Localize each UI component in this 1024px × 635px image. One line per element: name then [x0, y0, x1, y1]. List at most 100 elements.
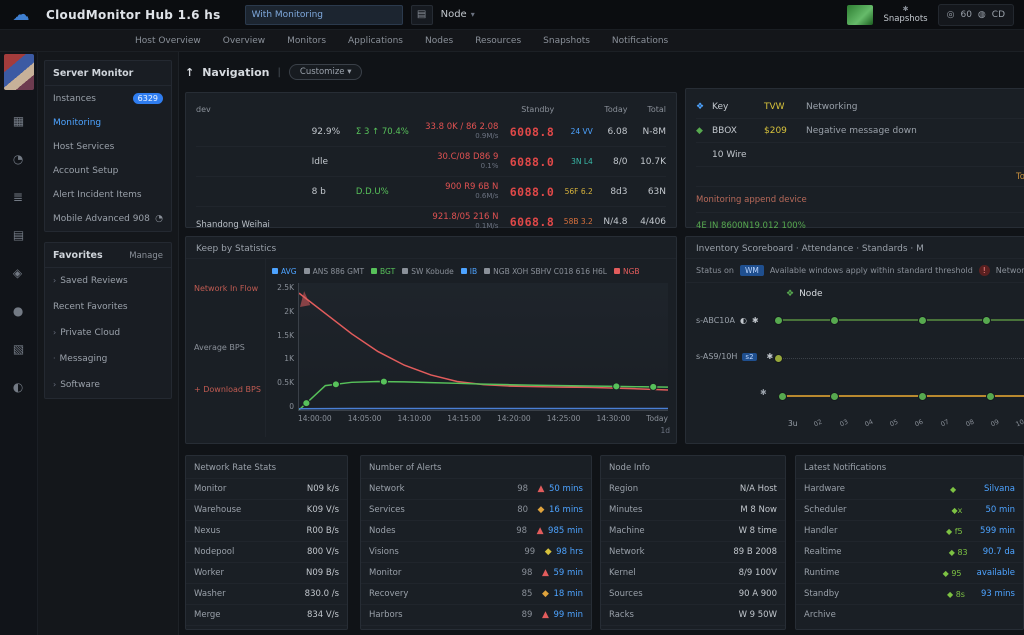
servers-icon[interactable]: ≣	[13, 190, 24, 204]
sidebar-item[interactable]: Host Services	[45, 135, 171, 159]
region-stat-row[interactable]: Monitoring append device 30 % 857 7/1 4%	[696, 187, 1024, 213]
filter-icon[interactable]: ▤	[411, 5, 433, 25]
net-rate-row[interactable]: Nexus R00 B/s	[186, 521, 347, 542]
net-rate-row[interactable]: Worker N09 B/s	[186, 563, 347, 584]
header-search-input[interactable]	[245, 5, 403, 25]
utilization-row[interactable]: Shandong Weihai 921.8/05 216 N 0.1M/s	[196, 207, 666, 237]
region-row[interactable]: ❖ Key TVW Networking 1906	[696, 95, 1024, 119]
alert-link[interactable]: 18 min	[553, 589, 583, 599]
chart-icon[interactable]: ◈	[13, 266, 24, 280]
nav-tab[interactable]: Nodes	[425, 36, 453, 46]
history-icon[interactable]: ▤	[13, 228, 24, 242]
alert-row[interactable]: Monitor 98 ▲ 59 min	[361, 563, 591, 584]
record-icon[interactable]: ◎	[947, 10, 955, 20]
legend-item[interactable]: SW Kobude	[402, 267, 454, 276]
utilization-row[interactable]: 8 b D.D.U% 900 R9 6B N 0.6M/s 6088.0 56F…	[196, 177, 666, 207]
favorite-item[interactable]: ›Saved Reviews	[45, 268, 171, 294]
apps-icon[interactable]: ▧	[13, 342, 24, 356]
alert-row[interactable]: Visions 99 ◆ 98 hrs	[361, 542, 591, 563]
notification-link[interactable]: 599 min	[980, 526, 1015, 536]
alert-link[interactable]: 985 min	[548, 526, 583, 536]
nav-tab[interactable]: Applications	[348, 36, 403, 46]
region-row[interactable]: 10 Wire +1	[696, 143, 1024, 167]
timeline-row-label[interactable]: s-ABC10A ◐ ✱	[696, 316, 759, 325]
timeline-row-label[interactable]: s-AS9/10H s2 ✱	[696, 352, 773, 361]
metric-label[interactable]: + Download BPS	[194, 385, 261, 394]
favorite-item[interactable]: ·Messaging	[45, 346, 171, 372]
line-chart[interactable]	[298, 283, 668, 411]
alert-row[interactable]: Harbors 89 ▲ 99 min	[361, 605, 591, 626]
alert-link[interactable]: 99 min	[553, 610, 583, 620]
node-info-row[interactable]: Sources 90 A 900	[601, 584, 785, 605]
region-row[interactable]: ◆ BBOX $209 Negative message down 4908	[696, 119, 1024, 143]
alert-row[interactable]: Recovery 85 ◆ 18 min	[361, 584, 591, 605]
notification-link[interactable]: 93 mins	[981, 589, 1015, 599]
legend-item[interactable]: NGB XOH SBHV C018 616 H6L	[484, 267, 607, 276]
alert-link[interactable]: 98 hrs	[556, 547, 583, 557]
notification-link[interactable]: 90.7 da	[983, 547, 1015, 557]
pulse-icon[interactable]: ◔	[13, 152, 24, 166]
net-rate-row[interactable]: Warehouse K09 V/s	[186, 500, 347, 521]
nav-tab[interactable]: Resources	[475, 36, 521, 46]
alerts-icon[interactable]: ●	[13, 304, 24, 318]
nav-tab[interactable]: Snapshots	[543, 36, 590, 46]
alert-link[interactable]: 50 mins	[549, 484, 583, 494]
notification-row[interactable]: Realtime ◆ 83 90.7 da	[796, 542, 1023, 563]
legend-item[interactable]: IB	[461, 267, 477, 276]
sidebar-item[interactable]: Instances 6329	[45, 86, 171, 111]
net-rate-row[interactable]: Nodepool 800 V/s	[186, 542, 347, 563]
node-info-row[interactable]: Machine W 8 time	[601, 521, 785, 542]
net-rate-row[interactable]: Merge 834 V/s	[186, 605, 347, 626]
node-info-row[interactable]: Network 89 B 2008	[601, 542, 785, 563]
manage-link[interactable]: Manage	[129, 251, 163, 261]
notification-row[interactable]: Hardware ◆ Silvana	[796, 479, 1023, 500]
archive-link[interactable]: Archive	[796, 605, 1023, 625]
settings-icon[interactable]: ◐	[13, 380, 24, 394]
nav-tab[interactable]: Overview	[223, 36, 265, 46]
nav-tab[interactable]: Monitors	[287, 36, 326, 46]
disc-icon[interactable]: ◍	[978, 10, 986, 20]
node-info-row[interactable]: Region N/A Host	[601, 479, 785, 500]
header-icon-group[interactable]: ◎ 60 ◍ CD	[938, 4, 1014, 26]
metric-label[interactable]: Network In Flow	[194, 284, 258, 293]
avatar[interactable]	[4, 54, 34, 90]
legend-item[interactable]: NGB	[614, 267, 640, 276]
preview-thumbnail[interactable]	[847, 5, 873, 25]
back-icon[interactable]: ↑	[185, 66, 194, 79]
node-selector[interactable]: Node	[441, 9, 467, 20]
net-rate-row[interactable]: Washer 830.0 /s	[186, 584, 347, 605]
alert-row[interactable]: Services 80 ◆ 16 mins	[361, 500, 591, 521]
sidebar-item[interactable]: Account Setup	[45, 159, 171, 183]
notification-row[interactable]: Scheduler ◆x 50 min	[796, 500, 1023, 521]
metric-label[interactable]: Average BPS	[194, 343, 245, 352]
notification-row[interactable]: Runtime ◆ 95 available	[796, 563, 1023, 584]
sidebar-item[interactable]: Alert Incident Items	[45, 183, 171, 207]
nav-tab[interactable]: Notifications	[612, 36, 668, 46]
favorite-item[interactable]: ›Private Cloud	[45, 320, 171, 346]
notification-link[interactable]: 50 min	[985, 505, 1015, 515]
notification-row[interactable]: Handler ◆ f5 599 min	[796, 521, 1023, 542]
sidebar-item[interactable]: Monitoring	[45, 111, 171, 135]
net-rate-row[interactable]: Monitor N09 k/s	[186, 479, 347, 500]
legend-item[interactable]: BGT	[371, 267, 395, 276]
timeline-tracks[interactable]	[778, 305, 1024, 417]
range-label[interactable]: 1d	[660, 426, 670, 435]
alert-row[interactable]: Network 98 ▲ 50 mins	[361, 479, 591, 500]
node-info-row[interactable]: Kernel 8/9 100V	[601, 563, 785, 584]
dashboard-icon[interactable]: ▦	[13, 114, 24, 128]
customize-button[interactable]: Customize ▾	[289, 64, 363, 80]
favorite-item[interactable]: ›Software	[45, 372, 171, 398]
utilization-row[interactable]: Idle 30.C/08 D86 9 0.1% 6088.0 3N L4 8/0…	[196, 147, 666, 177]
node-info-row[interactable]: Racks W 9 50W	[601, 605, 785, 626]
notification-link[interactable]: available	[977, 568, 1015, 578]
favorite-item[interactable]: Recent Favorites	[45, 294, 171, 320]
alert-row[interactable]: Nodes 98 ▲ 985 min	[361, 521, 591, 542]
notification-link[interactable]: Silvana	[984, 484, 1015, 494]
alert-link[interactable]: 59 min	[553, 568, 583, 578]
sidebar-item[interactable]: Mobile Advanced 908 ◔	[45, 207, 171, 231]
alert-link[interactable]: 16 mins	[549, 505, 583, 515]
legend-item[interactable]: ANS 886 GMT	[304, 267, 364, 276]
nav-tab[interactable]: Host Overview	[135, 36, 201, 46]
chevron-down-icon[interactable]: ▾	[471, 10, 475, 19]
legend-item[interactable]: AVG	[272, 267, 297, 276]
